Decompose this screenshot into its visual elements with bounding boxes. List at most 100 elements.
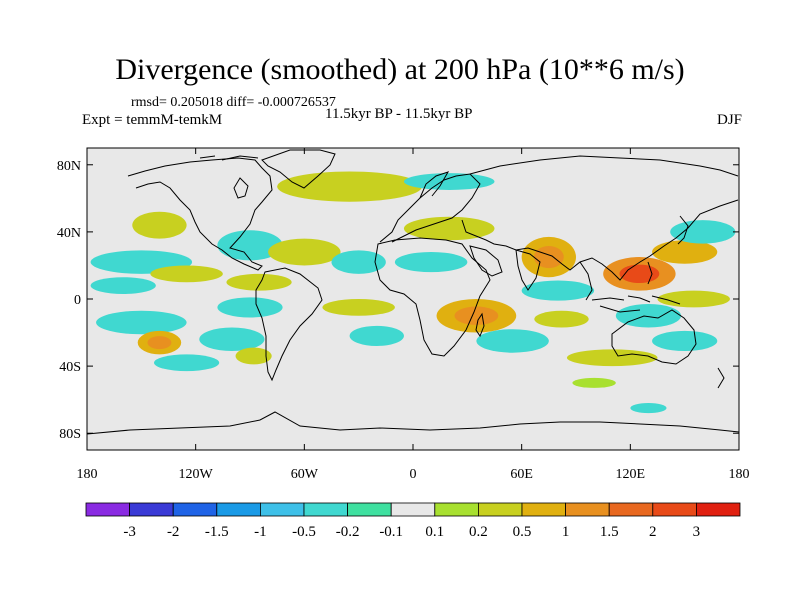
season-label: DJF (716, 112, 742, 128)
colorbar-label: 1.5 (600, 524, 619, 540)
divergence-anomaly-7 (217, 230, 283, 261)
lon-tick-label: 60E (510, 467, 533, 482)
divergence-anomaly-14 (322, 299, 395, 316)
divergence-anomaly-9 (226, 273, 292, 291)
colorbar-swatch (652, 502, 697, 517)
coastline-australia (611, 309, 697, 365)
colorbar-label: 0.5 (513, 524, 532, 540)
divergence-anomaly-28 (615, 304, 682, 328)
colorbar-swatch (347, 502, 392, 517)
divergence-anomaly-18 (403, 216, 495, 241)
lon-tick-label: 120W (179, 467, 214, 482)
colorbar-label: -3 (123, 524, 136, 540)
colorbar-swatch (172, 502, 218, 517)
coastline-africa (374, 237, 491, 357)
colorbar-label: -0.1 (379, 524, 403, 540)
coastline-japan (677, 215, 689, 245)
lon-tick-label: 0 (410, 467, 417, 482)
coastline-north-america (127, 157, 273, 271)
colorbar-label: -0.2 (336, 524, 360, 540)
divergence-anomaly-21 (476, 329, 549, 353)
colorbar-swatch (390, 502, 436, 517)
lat-tick-label: 80N (57, 159, 81, 174)
lat-axis: 80N 40N 0 40S 80S (57, 159, 739, 442)
colorbar-swatch (521, 502, 566, 517)
colorbar-swatch (259, 502, 305, 517)
map-background (87, 148, 739, 450)
colorbar-label: 1 (562, 524, 570, 540)
coastline-madagascar (475, 312, 485, 338)
divergence-anomaly-10 (217, 297, 283, 318)
colorbar-label: -1 (254, 524, 267, 540)
divergence-core-26 (666, 245, 703, 259)
divergence-anomaly-12 (235, 347, 272, 365)
coastline-arabian-peninsula (469, 245, 503, 277)
colorbar-swatch (216, 502, 261, 517)
colorbar-swatch (696, 502, 741, 517)
divergence-anomaly-8 (268, 238, 341, 266)
lat-tick-label: 0 (74, 293, 81, 308)
divergence-anomaly-24 (534, 310, 589, 328)
divergence-anomaly-27 (657, 290, 730, 308)
divergence-anomaly-31 (652, 330, 718, 352)
colorbar-label: -1.5 (205, 524, 229, 540)
coastline-india (515, 249, 541, 291)
divergence-anomaly-19 (394, 252, 468, 273)
divergence-field (90, 171, 736, 414)
coastline-south-america (255, 267, 323, 382)
coastline-europe (379, 173, 481, 243)
lat-tick-label: 40S (59, 360, 81, 375)
divergence-anomaly-13 (331, 250, 386, 274)
divergence-anomaly-33 (572, 377, 616, 388)
coastline-greenland (261, 149, 336, 189)
divergence-anomaly-23 (521, 280, 595, 301)
plot-title: Divergence (smoothed) at 200 hPa (10**6 … (115, 53, 685, 86)
lon-tick-label: 180 (729, 467, 750, 482)
coastline-hudson-bay (233, 177, 249, 199)
colorbar-label: 0.2 (469, 524, 488, 540)
divergence-anomaly-17 (403, 173, 495, 190)
colorbar-swatch (303, 502, 348, 517)
colorbar-swatch (477, 502, 523, 517)
divergence-anomaly-29 (670, 220, 736, 244)
coastlines (87, 149, 739, 435)
divergence-anomaly-32 (630, 403, 667, 414)
divergence-core-4 (147, 336, 172, 350)
colorbar-swatch (129, 502, 174, 517)
coastline-arctic-islands (199, 155, 259, 161)
lat-tick-label: 80S (59, 427, 81, 442)
lon-tick-label: 180 (77, 467, 98, 482)
divergence-anomaly-2 (150, 265, 223, 283)
lon-axis: 180 120W 60W 0 60E 120E 180 (77, 148, 750, 482)
divergence-anomaly-3 (96, 310, 187, 335)
colorbar-swatch (434, 502, 479, 517)
coastline-scandinavia (419, 171, 450, 199)
coastline-southeast-asia (579, 261, 681, 313)
divergence-anomaly-6 (132, 211, 187, 239)
experiment-label: Expt = temmM-temkM (82, 112, 223, 128)
divergence-anomaly-1 (90, 277, 156, 294)
rmsd-diff-stats: rmsd= 0.205018 diff= -0.000726537 (131, 95, 336, 110)
divergence-core-20 (454, 306, 499, 326)
colorbar-label: 3 (693, 524, 701, 540)
lat-tick-label: 40N (57, 226, 81, 241)
divergence-anomaly-16 (277, 171, 423, 202)
divergence-core-22 (533, 245, 564, 269)
colorbar-label: -0.5 (292, 524, 316, 540)
lon-tick-label: 120E (616, 467, 646, 482)
colorbar-swatch (85, 502, 130, 517)
period-label: 11.5kyr BP - 11.5kyr BP (325, 106, 473, 122)
coastline-asia (461, 155, 739, 281)
coastline-new-zealand (717, 367, 725, 389)
divergence-anomaly-11 (199, 327, 265, 352)
colorbar: -3 -2 -1.5 -1 -0.5 -0.2 -0.1 0.1 0.2 0.5 1 1.5 2 3 (85, 502, 741, 540)
colorbar-swatch (565, 502, 610, 517)
divergence-anomaly-5 (154, 354, 220, 372)
colorbar-swatch (608, 502, 654, 517)
coastline-antarctica (87, 411, 739, 435)
coastline-philippines (647, 261, 653, 285)
lon-tick-label: 60W (291, 467, 319, 482)
divergence-anomaly-30 (566, 349, 658, 367)
colorbar-label: 0.1 (425, 524, 444, 540)
